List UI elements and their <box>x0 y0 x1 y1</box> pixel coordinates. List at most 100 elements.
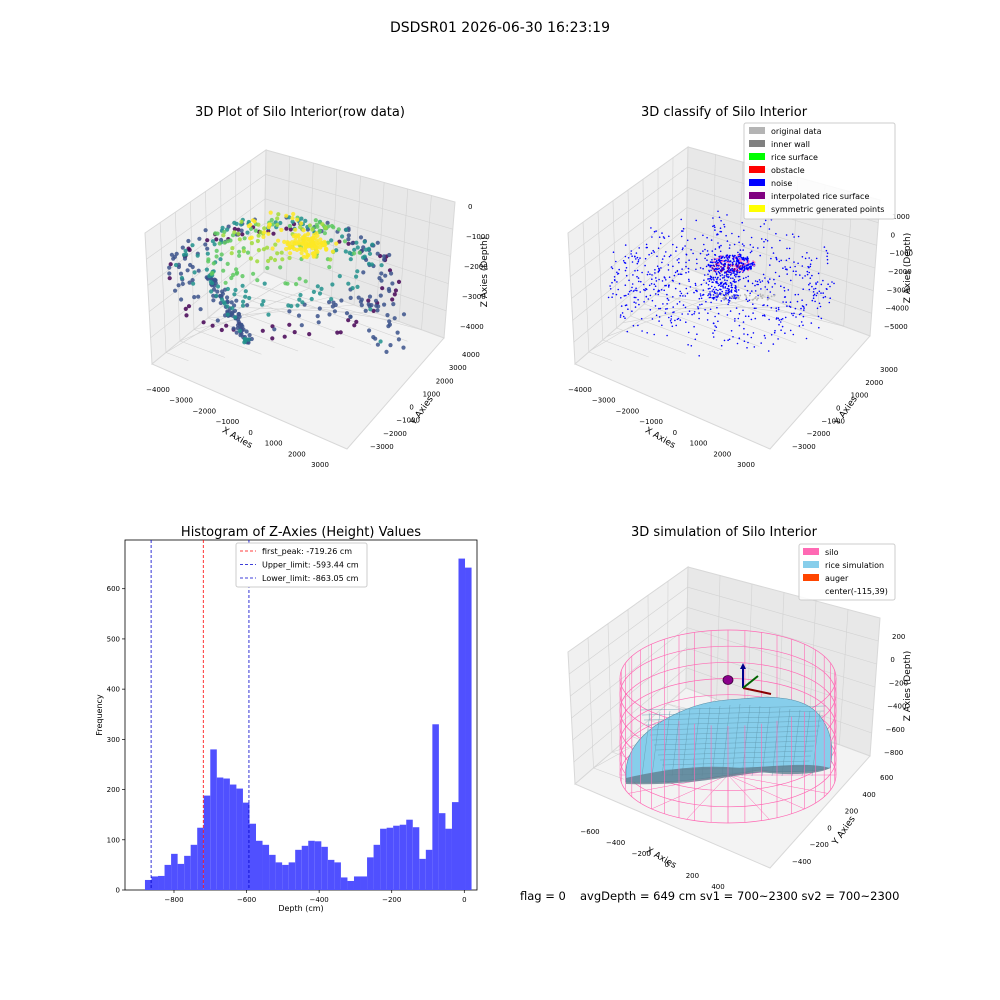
classify-noise-point <box>706 254 708 256</box>
classify-noise-point <box>738 324 741 327</box>
classify-noise-point <box>749 251 752 254</box>
raw-point <box>225 286 230 292</box>
classify-noise-point <box>783 290 786 292</box>
raw-point <box>234 330 239 335</box>
classify-noise-point <box>628 290 631 293</box>
classify-surface-point <box>741 258 744 261</box>
classify-noise-point <box>819 305 822 308</box>
classify-noise-point <box>613 276 616 278</box>
classify-surface-point <box>732 263 734 266</box>
classify-noise-point <box>764 219 767 222</box>
classify-noise-point <box>718 216 721 219</box>
classify-noise-point <box>716 296 718 299</box>
classify-noise-point <box>679 273 682 276</box>
sim-x-tick-label: −600 <box>580 828 599 836</box>
classify-noise-point <box>613 279 616 281</box>
raw-point <box>317 306 322 311</box>
classify-noise-point <box>745 298 748 301</box>
sim-title: 3D simulation of Silo Interior <box>631 525 818 540</box>
gridline <box>622 296 765 324</box>
classify-noise-point <box>789 301 792 304</box>
raw-point <box>351 251 357 256</box>
classify-noise-point <box>744 285 746 288</box>
classify-noise-point <box>684 245 686 247</box>
raw-point <box>304 249 309 254</box>
classify-noise-point <box>809 277 812 280</box>
classify-noise-point <box>717 289 719 292</box>
sim-legend-swatch <box>803 574 819 581</box>
classify-surface-point <box>718 267 720 270</box>
hist-x-tick-label: −600 <box>237 896 256 904</box>
classify-noise-point <box>769 291 772 293</box>
raw-point <box>290 216 295 221</box>
classify-noise-point <box>714 253 716 256</box>
raw-point <box>256 233 261 238</box>
classify-noise-point <box>707 288 710 290</box>
classify-noise-point <box>693 325 695 328</box>
classify-noise-point <box>729 244 731 246</box>
raw-point <box>356 295 361 300</box>
classify-noise-point <box>735 276 737 278</box>
gridline <box>638 306 792 310</box>
hist-bar <box>216 777 224 890</box>
classify-scatter-panel: 3D classify of Silo Interior −4000−3000−… <box>567 105 913 469</box>
footer-metrics: avgDepth = 649 cm sv1 = 700~2300 sv2 = 7… <box>580 889 899 903</box>
classify-noise-point <box>746 289 749 292</box>
classify-noise-point <box>799 274 801 276</box>
classify-noise-point <box>737 235 740 238</box>
classify-surface-point <box>743 265 746 268</box>
classify-surface-point <box>739 258 741 261</box>
classify-noise-point <box>781 325 784 328</box>
classify-noise-point <box>774 282 776 285</box>
raw-point <box>348 314 353 319</box>
classify-noise-point <box>688 280 690 283</box>
classify-original-point <box>766 298 769 301</box>
classify-noise-point <box>698 312 700 314</box>
classify-y-ticks: −3000 −2000 −1000 0 1000 2000 3000 <box>792 366 898 451</box>
raw-point <box>214 293 219 298</box>
classify-noise-point <box>640 280 642 283</box>
classify-noise-point <box>664 284 666 287</box>
raw-point <box>203 242 208 247</box>
raw-point <box>184 313 189 318</box>
classify-noise-point <box>644 264 646 267</box>
classify-noise-point <box>805 304 808 306</box>
classify-noise-point <box>725 283 727 285</box>
raw-point <box>342 239 348 244</box>
classify-noise-point <box>747 341 749 344</box>
classify-noise-point <box>674 319 676 322</box>
raw-point <box>320 243 325 248</box>
raw-point <box>262 226 267 231</box>
raw-point <box>361 245 366 250</box>
classify-legend-label: noise <box>771 179 792 188</box>
hist-y-tick-label: 400 <box>107 686 120 694</box>
classify-z-tick-label: −4000 <box>885 305 909 313</box>
gridline <box>165 352 189 362</box>
classify-noise-point <box>817 272 820 275</box>
classify-noise-point <box>826 252 829 254</box>
raw-point <box>266 312 271 317</box>
gridline <box>839 609 849 745</box>
gridline <box>376 182 385 314</box>
raw-point <box>329 297 334 302</box>
classify-original-point <box>748 294 751 297</box>
hist-bar <box>321 846 328 890</box>
classify-noise-point <box>710 239 713 241</box>
hist-bars <box>144 558 472 890</box>
raw-point <box>213 231 218 236</box>
classify-noise-point <box>675 250 677 252</box>
raw-point <box>220 291 225 296</box>
classify-noise-point <box>826 258 829 261</box>
raw-point <box>195 253 200 258</box>
classify-noise-point <box>752 312 754 314</box>
rice-mesh-line <box>659 755 812 761</box>
raw-point <box>376 304 381 309</box>
classify-noise-point <box>719 230 721 233</box>
classify-noise-point <box>649 294 652 297</box>
classify-noise-point <box>706 236 708 239</box>
classify-noise-point <box>713 290 716 293</box>
classify-noise-point <box>776 317 778 319</box>
classify-noise-point <box>734 281 736 284</box>
hist-bar <box>242 802 250 890</box>
classify-noise-point <box>627 308 629 311</box>
